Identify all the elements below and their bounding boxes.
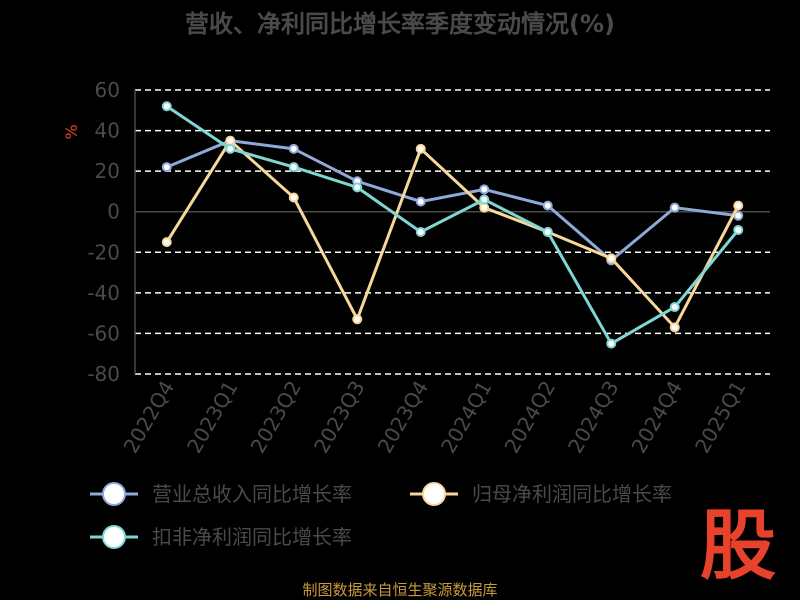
data-point [606, 253, 617, 264]
x-tick-label: 2022Q4 [119, 377, 179, 458]
x-tick-label: 2024Q2 [500, 377, 560, 458]
y-axis: 60 40 20 0 -20 -40 -60 -80 [87, 78, 120, 386]
data-point [669, 322, 680, 333]
data-point [606, 338, 617, 349]
data-point [669, 202, 680, 213]
data-point [479, 202, 490, 213]
data-point [288, 192, 299, 203]
series-line [166, 139, 739, 263]
series-line [165, 138, 740, 330]
y-tick-label: 40 [95, 119, 120, 143]
footer-source: 制图数据来自恒生聚源数据库 [302, 581, 497, 599]
data-point [733, 224, 744, 235]
data-point [352, 314, 363, 325]
data-point [415, 227, 426, 237]
data-point [542, 200, 553, 211]
legend-item: 归母净利润同比增长率 [410, 482, 672, 506]
x-tick-label: 2024Q4 [627, 377, 687, 458]
legend-label: 扣非净利润同比增长率 [152, 525, 352, 549]
data-point [415, 196, 426, 207]
legend-item: 扣非净利润同比增长率 [90, 525, 352, 549]
data-point [352, 182, 363, 193]
data-point [288, 143, 299, 154]
x-tick-label: 2025Q1 [690, 377, 750, 458]
svg-text:股: 股 [700, 501, 776, 590]
data-point [161, 237, 172, 248]
data-point [479, 184, 490, 195]
y-tick-label: -60 [87, 321, 120, 345]
legend-swatch-marker [102, 525, 126, 549]
series-line [165, 104, 740, 346]
data-point [479, 194, 490, 205]
series-group [161, 101, 744, 349]
legend-label: 营业总收入同比增长率 [152, 482, 352, 506]
x-tick-label: 2023Q1 [182, 377, 242, 458]
y-tick-label: -20 [87, 240, 120, 264]
chart-title: 营收、净利同比增长率季度变动情况(%) [185, 10, 615, 38]
x-tick-label: 2023Q3 [309, 377, 369, 458]
x-tick-label: 2023Q4 [373, 377, 433, 458]
x-tick-label: 2024Q3 [563, 377, 623, 458]
plot-area [134, 89, 770, 375]
data-point [225, 135, 236, 146]
y-axis-label: % [62, 124, 81, 139]
y-tick-label: -80 [87, 362, 120, 386]
legend-item: 营业总收入同比增长率 [90, 482, 352, 506]
data-point [415, 143, 426, 154]
y-tick-label: 60 [95, 78, 120, 102]
y-tick-label: 0 [107, 200, 120, 224]
legend-swatch-marker [422, 482, 446, 506]
x-tick-label: 2023Q2 [246, 377, 306, 458]
data-point [542, 227, 553, 237]
y-tick-label: 20 [95, 159, 120, 183]
data-point [733, 200, 744, 211]
data-point [225, 143, 236, 154]
legend-label: 归母净利润同比增长率 [472, 482, 672, 506]
data-point [161, 101, 172, 112]
data-point [288, 162, 299, 173]
x-axis: 2022Q4 2023Q1 2023Q2 2023Q3 2023Q4 2024Q1 2024… [119, 377, 751, 458]
y-tick-label: -40 [87, 281, 120, 305]
legend-swatch-marker [102, 482, 126, 506]
data-point [161, 162, 172, 173]
watermark-logo: 股 [700, 501, 776, 590]
data-point [669, 302, 680, 313]
x-tick-label: 2024Q1 [436, 377, 496, 458]
